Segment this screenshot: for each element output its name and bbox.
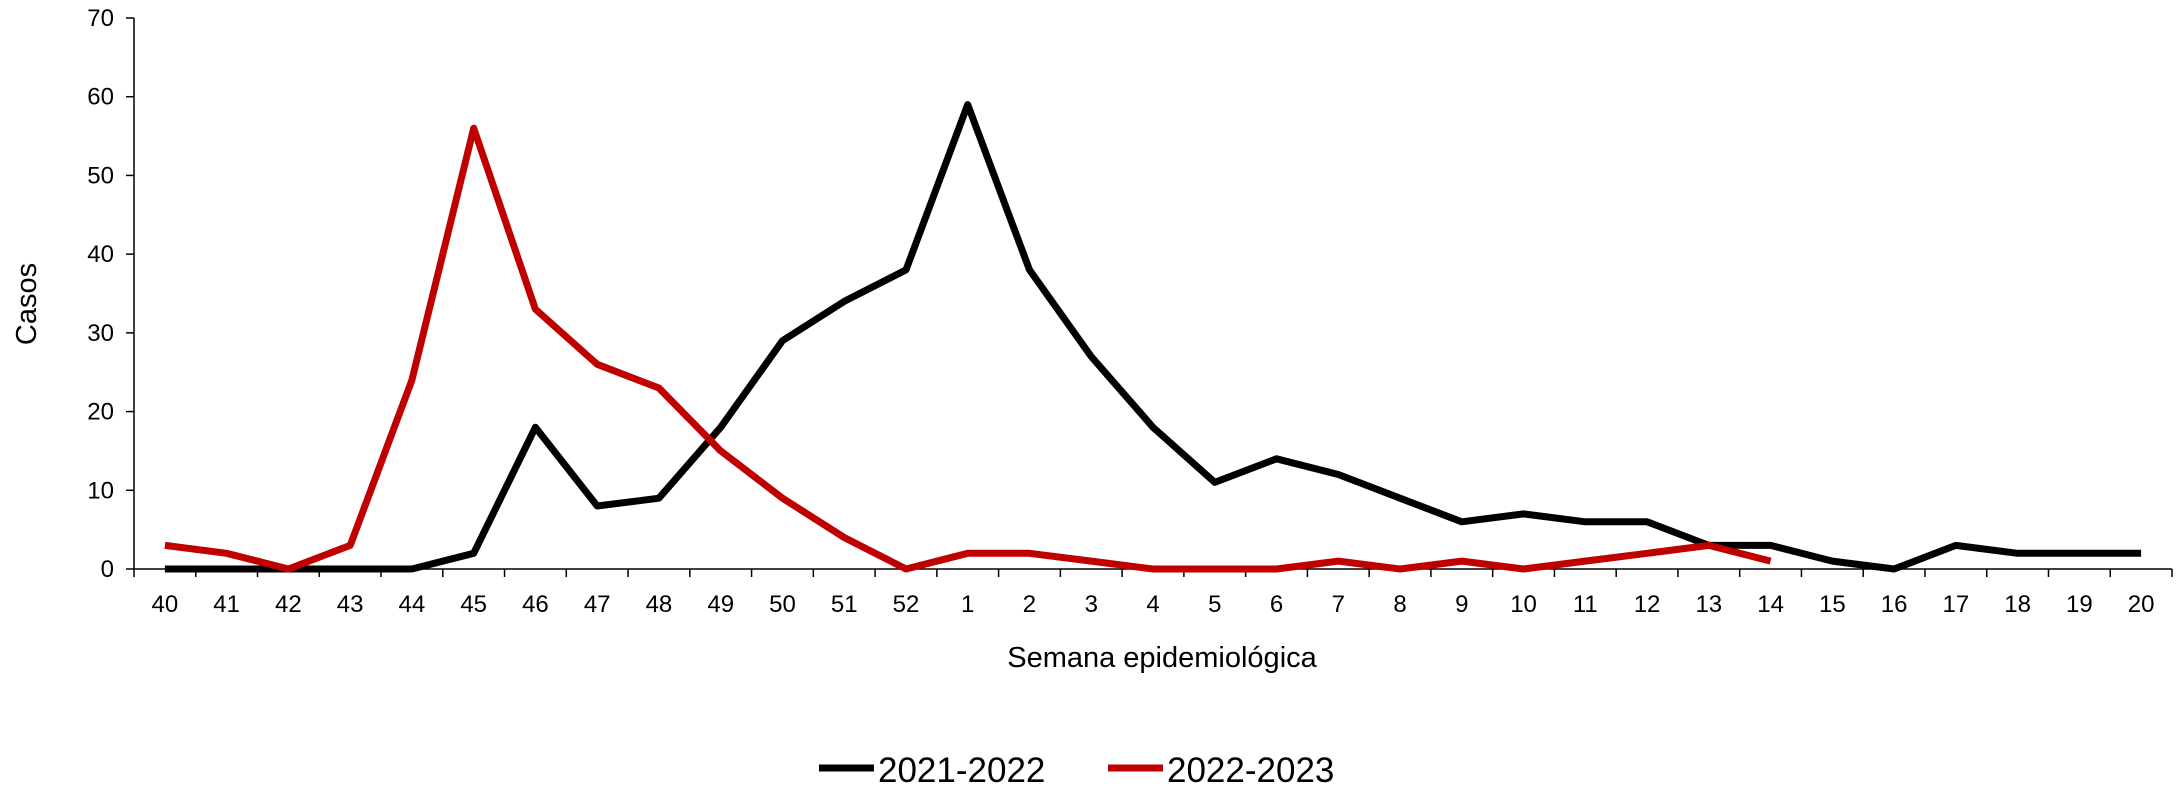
series-line-2021-2022 bbox=[164, 101, 2142, 573]
x-tick-label: 46 bbox=[522, 591, 549, 618]
y-tick-label: 40 bbox=[87, 241, 114, 268]
x-tick-label: 1 bbox=[961, 591, 974, 618]
x-tick-label: 12 bbox=[1634, 591, 1661, 618]
x-tick-label: 2 bbox=[1023, 591, 1036, 618]
x-tick-labels: 40 41 42 43 44 45 46 47 48 49 50 51 52 1 2 3 4 5 6 7 8 9 10 11 1… bbox=[152, 591, 2155, 618]
legend-label-2021-2022: 2021-2022 bbox=[878, 751, 1045, 787]
x-tick-label: 50 bbox=[769, 591, 796, 618]
x-tick-label: 16 bbox=[1881, 591, 1908, 618]
x-tick-label: 44 bbox=[399, 591, 426, 618]
x-tick-label: 49 bbox=[707, 591, 734, 618]
x-tick-label: 15 bbox=[1819, 591, 1846, 618]
legend-label-2022-2023: 2022-2023 bbox=[1167, 751, 1334, 787]
x-tick-label: 20 bbox=[2128, 591, 2155, 618]
legend: 2021-2022 2022-2023 bbox=[819, 751, 1334, 787]
x-tick-label: 8 bbox=[1393, 591, 1406, 618]
x-axis-title: Semana epidemiológica bbox=[1007, 642, 1317, 674]
x-tick-label: 5 bbox=[1208, 591, 1221, 618]
x-tick-label: 17 bbox=[1942, 591, 1969, 618]
x-tick-label: 41 bbox=[213, 591, 240, 618]
x-tick-label: 14 bbox=[1757, 591, 1784, 618]
x-tick-label: 3 bbox=[1085, 591, 1098, 618]
y-tick-label: 30 bbox=[87, 320, 114, 347]
x-tick-label: 47 bbox=[584, 591, 611, 618]
x-tick-label: 13 bbox=[1695, 591, 1722, 618]
x-tick-label: 10 bbox=[1510, 591, 1537, 618]
series-lines bbox=[164, 101, 2142, 573]
y-tick-label: 0 bbox=[101, 556, 114, 583]
series-line-2022-2023 bbox=[164, 124, 1772, 573]
x-tick-label: 42 bbox=[275, 591, 302, 618]
x-tick-label: 4 bbox=[1146, 591, 1159, 618]
x-tick-label: 43 bbox=[337, 591, 364, 618]
y-tick-label: 20 bbox=[87, 399, 114, 426]
x-tick-label: 48 bbox=[646, 591, 673, 618]
x-tick-label: 51 bbox=[831, 591, 858, 618]
x-tick-label: 19 bbox=[2066, 591, 2093, 618]
x-tick-label: 6 bbox=[1270, 591, 1283, 618]
x-tick-label: 18 bbox=[2004, 591, 2031, 618]
y-tick-label: 10 bbox=[87, 477, 114, 504]
x-tick-label: 7 bbox=[1332, 591, 1345, 618]
x-tick-label: 40 bbox=[152, 591, 179, 618]
y-tick-label: 70 bbox=[87, 5, 114, 32]
x-tick-label: 9 bbox=[1455, 591, 1468, 618]
x-tick-label: 11 bbox=[1573, 591, 1598, 618]
y-tick-label: 50 bbox=[87, 162, 114, 189]
x-tick-label: 52 bbox=[893, 591, 920, 618]
y-tick-labels: 0 10 20 30 40 50 60 70 bbox=[87, 5, 114, 583]
y-axis-title: Casos bbox=[11, 263, 43, 345]
y-tick-label: 60 bbox=[87, 84, 114, 111]
x-tick-label: 45 bbox=[460, 591, 487, 618]
